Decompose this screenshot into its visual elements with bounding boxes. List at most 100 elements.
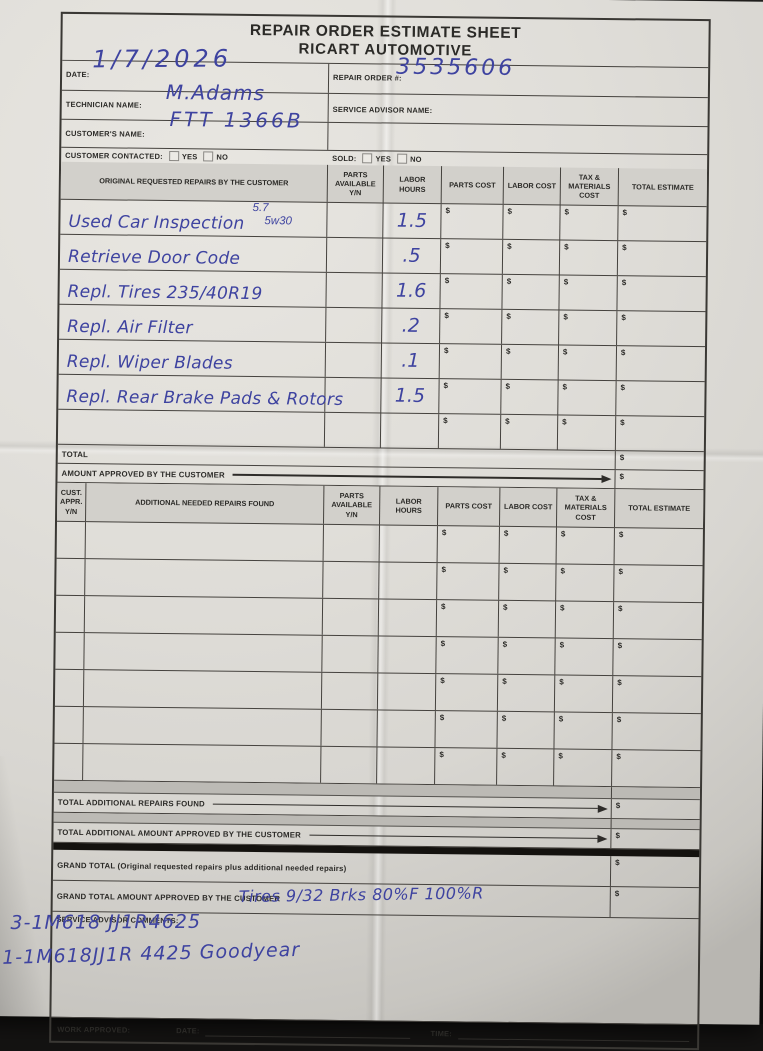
repair-description: Repl. Wiper Blades — [67, 352, 233, 374]
sold-group: SOLD: YES NO — [332, 153, 422, 164]
total-estimate-cell: $ — [611, 750, 700, 787]
labor-hours-value: 1.6 — [396, 280, 426, 302]
total-estimate-cell: $ — [616, 311, 705, 346]
tax-materials-cell: $ — [557, 380, 615, 415]
total-estimate-cell: $ — [613, 565, 702, 602]
parts-available-cell — [326, 238, 382, 273]
repair-description-cell — [58, 410, 324, 447]
parts-cost-cell: $ — [439, 274, 501, 309]
work-approved-label: WORK APPROVED: — [57, 1025, 130, 1035]
tax-materials-cell: $ — [555, 601, 613, 638]
labor-cost-cell: $ — [498, 564, 555, 601]
repair-description: Used Car Inspection — [68, 212, 244, 234]
repair-description: Retrieve Door Code — [68, 247, 240, 269]
repair-order-label: REPAIR ORDER #: — [333, 73, 402, 83]
col-header-parts-available: PARTS AVAILABLE Y/N — [327, 165, 383, 203]
repair-description-cell: Repl. Wiper Blades — [59, 340, 325, 377]
total-estimate-cell: $ — [611, 713, 700, 750]
additional-repair-description-cell — [83, 670, 321, 709]
parts-available-cell — [324, 413, 380, 448]
additional-repair-description-cell — [84, 559, 322, 598]
tax-materials-cell: $ — [553, 712, 611, 749]
parts-cost-cell: $ — [436, 563, 498, 600]
amount-approved-cell: $ — [614, 470, 703, 489]
customer-label: CUSTOMER'S NAME: — [65, 129, 145, 139]
tax-materials-cell: $ — [554, 675, 612, 712]
labor-cost-cell: $ — [501, 310, 558, 345]
col-header-labor-cost: LABOR COST — [499, 488, 556, 527]
tax-materials-cell: $ — [554, 638, 612, 675]
labor-cost-cell: $ — [500, 415, 557, 450]
col-header-labor-hours: LABOR HOURS — [379, 486, 437, 525]
paper-sheet: REPAIR ORDER ESTIMATE SHEET RICART AUTOM… — [0, 0, 763, 1025]
labor-hours-cell — [380, 413, 438, 448]
cust-appr-cell — [55, 633, 83, 669]
total-estimate-cell: $ — [613, 602, 702, 639]
labor-cost-cell: $ — [500, 380, 557, 415]
parts-available-cell — [326, 203, 382, 238]
labor-hours-cell — [377, 673, 435, 710]
col-header-labor-hours: LABOR HOURS — [383, 165, 441, 203]
paper-corner-shadow — [0, 756, 52, 1017]
labor-hours-cell: .1 — [381, 343, 439, 378]
col-header-total-estimate: TOTAL ESTIMATE — [614, 489, 703, 528]
parts-available-cell — [320, 747, 376, 784]
sold-yes-checkbox — [362, 153, 372, 163]
grand-total-cell: $ — [610, 856, 699, 887]
labor-hours-cell — [376, 747, 434, 784]
parts-cost-cell: $ — [437, 526, 499, 563]
tax-materials-cell: $ — [556, 527, 614, 564]
col-header-parts-cost: PARTS COST — [437, 487, 499, 526]
labor-cost-cell: $ — [496, 749, 553, 786]
footer-time-label: TIME: — [430, 1029, 452, 1038]
grand-total-approved-cell: $ — [610, 887, 699, 918]
tax-materials-cell: $ — [558, 310, 616, 345]
technician-value-handwritten: M.Adams — [166, 80, 265, 105]
additional-repair-description-cell — [83, 633, 321, 672]
col-header-tax-materials: TAX & MATERIALS COST — [556, 488, 614, 527]
tax-materials-cell: $ — [559, 205, 617, 240]
parts-cost-cell: $ — [439, 344, 501, 379]
repair-description-cell: Retrieve Door Code — [60, 235, 326, 272]
arrow-to-total-additional-approved — [309, 831, 608, 842]
parts-available-cell — [322, 562, 378, 599]
parts-cost-cell: $ — [434, 748, 496, 785]
labor-cost-cell: $ — [496, 712, 553, 749]
additional-repair-description-cell — [84, 596, 322, 635]
parts-cost-cell: $ — [439, 309, 501, 344]
cust-appr-cell — [54, 744, 82, 780]
parts-cost-cell: $ — [434, 711, 496, 748]
total-estimate-cell: $ — [614, 528, 703, 565]
tax-materials-cell: $ — [555, 564, 613, 601]
total-estimate-cell: $ — [616, 346, 705, 381]
col-header-additional-repairs: ADDITIONAL NEEDED REPAIRS FOUND — [85, 483, 323, 524]
labor-hours-value: 1.5 — [397, 210, 427, 232]
total-estimate-cell: $ — [612, 676, 701, 713]
customer-contacted-label: CUSTOMER CONTACTED: — [65, 150, 163, 160]
parts-cost-cell: $ — [438, 414, 500, 449]
sold-no-group: NO — [397, 154, 422, 164]
labor-hours-cell — [379, 525, 437, 562]
col-header-parts-available: PARTS AVAILABLE Y/N — [323, 486, 379, 525]
labor-hours-cell: 1.5 — [382, 203, 440, 238]
sold-no-label: NO — [410, 154, 422, 163]
repair-description-cell: Repl. Tires 235/40R19 — [59, 270, 325, 307]
parts-available-cell — [325, 308, 381, 343]
col-header-total-estimate: TOTAL ESTIMATE — [618, 168, 707, 206]
labor-hours-value: .1 — [401, 350, 419, 372]
tax-materials-cell: $ — [558, 345, 616, 380]
technician-label: TECHNICIAN NAME: — [66, 100, 142, 110]
labor-cost-cell: $ — [498, 601, 555, 638]
parts-cost-cell: $ — [438, 379, 500, 414]
sold-yes-label: YES — [375, 154, 391, 163]
total-additional-approved-label: TOTAL ADDITIONAL AMOUNT APPROVED BY THE … — [57, 828, 301, 840]
col-header-original-repairs: ORIGINAL REQUESTED REPAIRS BY THE CUSTOM… — [61, 162, 327, 202]
total-estimate-cell: $ — [617, 206, 706, 241]
total-estimate-cell: $ — [615, 381, 704, 416]
grand-total-label-cell: GRAND TOTAL (Original requested repairs … — [53, 850, 610, 886]
grand-total-label: GRAND TOTAL (Original requested repairs … — [57, 860, 346, 872]
labor-hours-value: .5 — [402, 245, 420, 267]
time-signature-line — [458, 1029, 689, 1042]
